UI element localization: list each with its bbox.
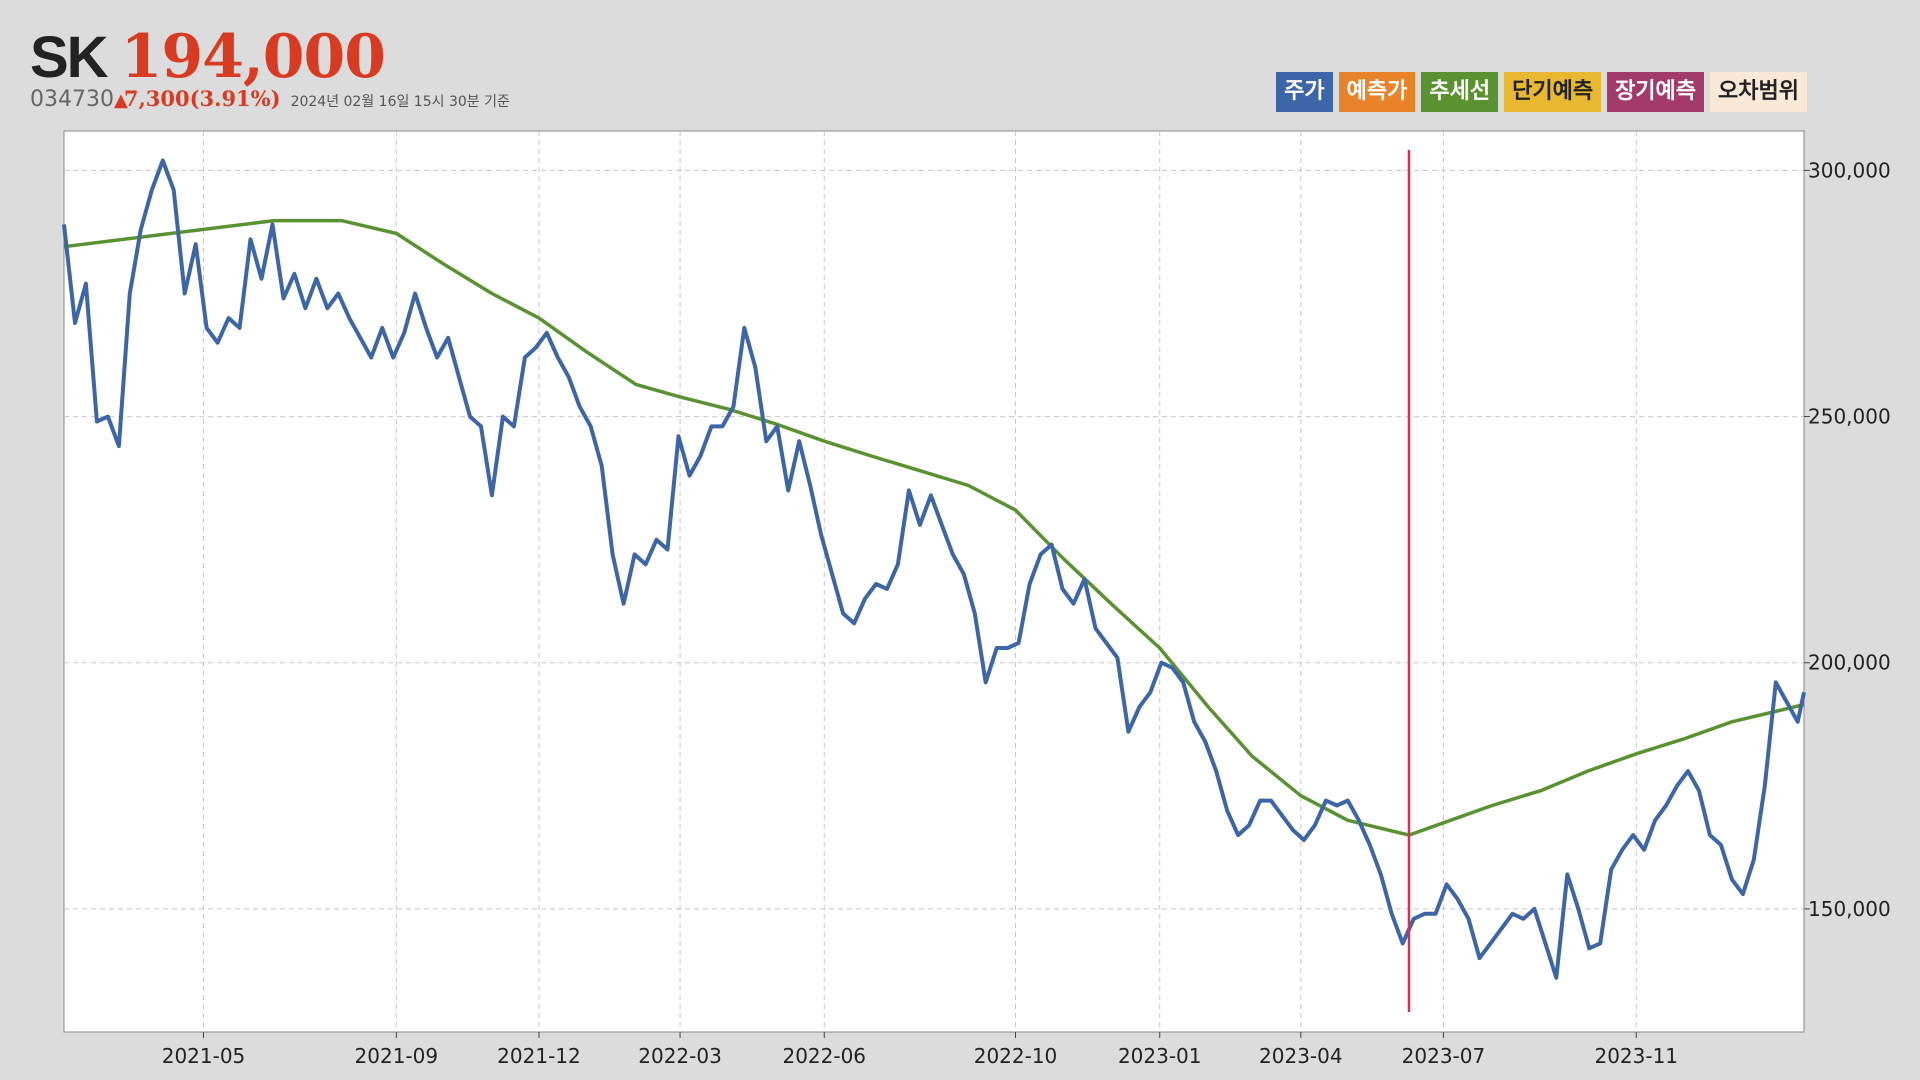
x-tick-label: 2022-03 — [638, 1044, 722, 1068]
legend-item-forecast[interactable]: 예측가 — [1338, 72, 1416, 112]
legend-item-short-forecast[interactable]: 단기예측 — [1504, 72, 1602, 112]
x-tick-label: 2021-12 — [497, 1044, 581, 1068]
x-tick-label: 2021-09 — [355, 1044, 439, 1068]
plot-area — [63, 130, 1805, 1033]
y-tick-label: 300,000 — [1808, 158, 1891, 182]
trend-line — [63, 218, 1805, 837]
legend-item-long-forecast[interactable]: 장기예측 — [1607, 72, 1705, 112]
x-tick-label: 2022-06 — [782, 1044, 866, 1068]
legend-item-error-range[interactable]: 오차범위 — [1710, 72, 1807, 112]
y-tick-label: 200,000 — [1808, 651, 1891, 675]
x-tick-label: 2023-11 — [1594, 1044, 1678, 1068]
price-line — [62, 158, 1806, 980]
stock-name: SK — [30, 25, 109, 90]
up-arrow-icon: ▲ — [113, 90, 128, 111]
x-tick-label: 2023-04 — [1259, 1044, 1343, 1068]
x-tick-label: 2021-05 — [162, 1044, 246, 1068]
x-tick-label: 2023-01 — [1118, 1044, 1202, 1068]
stock-price: 194,000 — [120, 22, 386, 92]
legend-item-price[interactable]: 주가 — [1276, 72, 1333, 112]
x-tick-label: 2023-07 — [1402, 1044, 1486, 1068]
legend: 주가 예측가 추세선 단기예측 장기예측 오차범위 — [1276, 72, 1807, 112]
y-tick-label: 150,000 — [1808, 897, 1891, 921]
price-change: 7,300(3.91%) — [123, 86, 281, 111]
legend-item-trend[interactable]: 추세선 — [1421, 72, 1499, 112]
stock-code: 034730 — [30, 87, 114, 112]
y-tick-label: 250,000 — [1808, 405, 1891, 429]
x-tick-label: 2022-10 — [974, 1044, 1058, 1068]
as-of-time: 2024년 02월 16일 15시 30분 기준 — [290, 94, 510, 110]
